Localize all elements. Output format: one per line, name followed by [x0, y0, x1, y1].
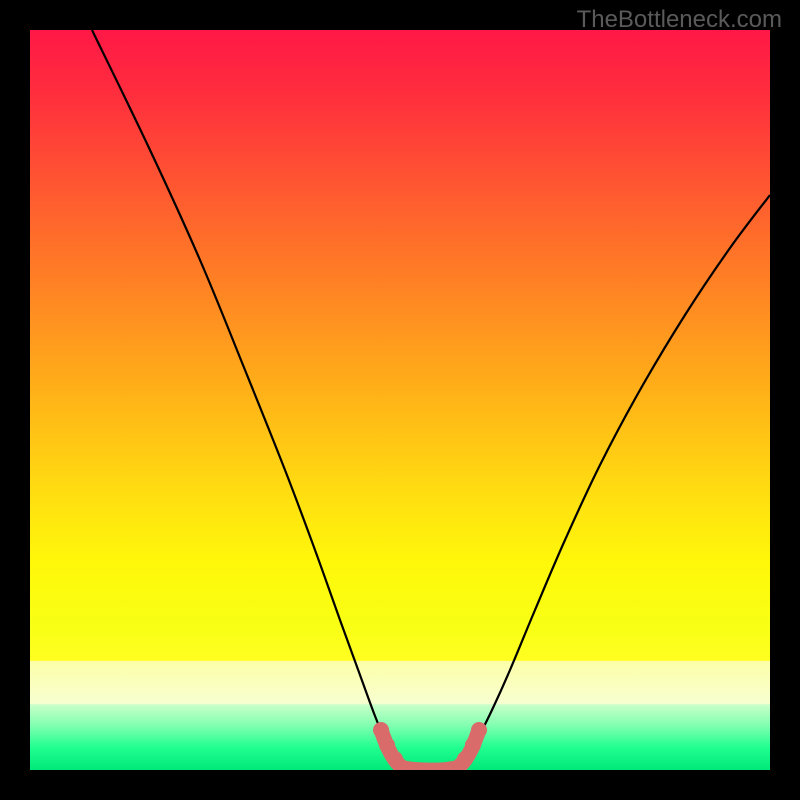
highlight-dot: [373, 722, 389, 738]
highlight-dot: [465, 737, 481, 753]
highlight-dot: [457, 751, 473, 767]
chart-svg: [0, 0, 800, 800]
bottleneck-chart: TheBottleneck.com: [0, 0, 800, 800]
attribution-text: TheBottleneck.com: [577, 6, 782, 34]
highlight-dot: [379, 737, 395, 753]
highlight-dot: [471, 722, 487, 738]
highlight-dot: [387, 751, 403, 767]
